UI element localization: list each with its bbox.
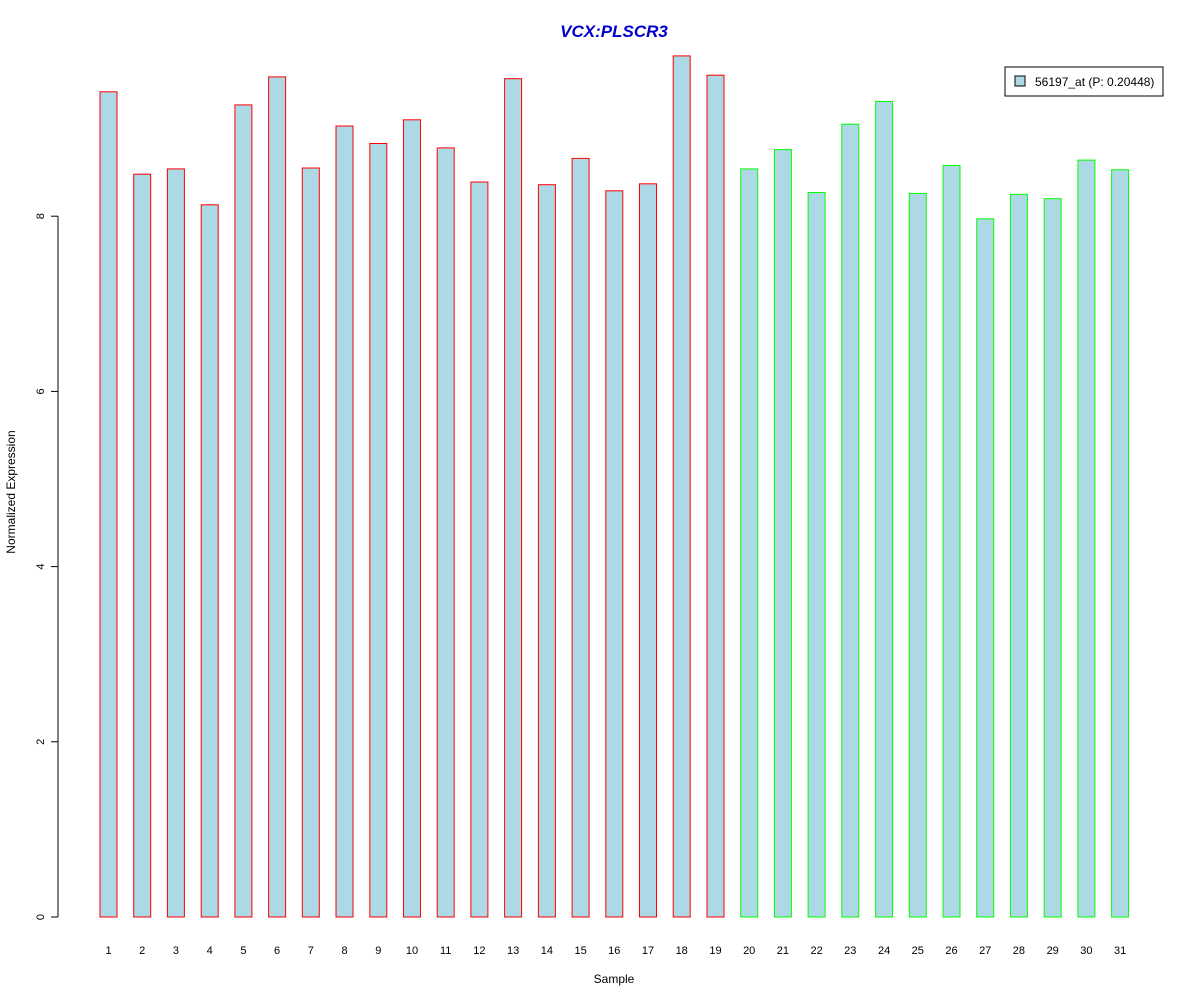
bar-sample-8 — [335, 125, 354, 918]
x-tick-label: 26 — [945, 945, 957, 957]
bar-sample-15 — [571, 157, 590, 918]
chart-title: VCX:PLSCR3 — [560, 22, 668, 41]
bar-sample-6 — [268, 76, 287, 918]
x-tick-label: 28 — [1013, 945, 1025, 957]
bar-sample-26 — [942, 164, 961, 918]
bar-sample-25 — [908, 192, 927, 918]
x-tick-label: 2 — [139, 945, 145, 957]
x-tick-label: 3 — [173, 945, 179, 957]
x-tick-label: 6 — [274, 945, 280, 957]
bars — [99, 55, 1130, 918]
bar-sample-21 — [773, 149, 792, 918]
x-tick-label: 27 — [979, 945, 991, 957]
bar-sample-30 — [1077, 159, 1096, 918]
bar-sample-23 — [841, 123, 860, 918]
bar-sample-31 — [1111, 169, 1130, 918]
bar-sample-5 — [234, 104, 253, 918]
legend-swatch — [1014, 75, 1026, 87]
x-tick-label: 1 — [105, 945, 111, 957]
bar-sample-17 — [639, 183, 657, 918]
x-tick-label: 18 — [676, 945, 688, 957]
x-tick-label: 8 — [341, 945, 347, 957]
y-tick-label: 6 — [35, 388, 47, 394]
bar-sample-9 — [369, 143, 388, 918]
x-tick-label: 7 — [308, 945, 314, 957]
x-tick-label: 10 — [406, 945, 418, 957]
bar-sample-4 — [200, 204, 219, 918]
x-tick-label: 17 — [642, 945, 654, 957]
x-tick-label: 15 — [574, 945, 586, 957]
y-tick-label: 2 — [35, 739, 47, 745]
x-tick-label: 16 — [608, 945, 620, 957]
x-tick-label: 19 — [709, 945, 721, 957]
bar-sample-19 — [706, 74, 725, 918]
y-tick-label: 0 — [35, 914, 47, 920]
x-tick-label: 13 — [507, 945, 519, 957]
bar-sample-12 — [470, 181, 489, 918]
x-tick-label: 5 — [240, 945, 246, 957]
bar-sample-16 — [605, 190, 624, 918]
x-tick-label: 30 — [1080, 945, 1092, 957]
bar-sample-1 — [99, 91, 118, 918]
y-axis: 0 2 4 6 8 — [35, 213, 59, 920]
x-tick-label: 29 — [1047, 945, 1059, 957]
bar-sample-7 — [301, 167, 320, 918]
bar-sample-13 — [504, 78, 523, 918]
x-tick-label: 21 — [777, 945, 789, 957]
bar-sample-18 — [672, 55, 691, 918]
bar-sample-29 — [1043, 198, 1062, 918]
bar-sample-10 — [403, 119, 421, 918]
bar-sample-28 — [1009, 193, 1028, 918]
x-tick-label: 14 — [541, 945, 553, 957]
bar-sample-24 — [875, 100, 894, 918]
legend: 56197_at (P: 0.20448) — [1004, 66, 1164, 97]
bar-sample-11 — [436, 147, 455, 918]
y-tick-label: 8 — [35, 213, 47, 219]
x-tick-label: 24 — [878, 945, 890, 957]
legend-box — [1004, 66, 1164, 97]
x-tick-label: 12 — [473, 945, 485, 957]
x-tick-label: 23 — [844, 945, 856, 957]
x-axis-tick-labels: 1 2 3 4 5 6 7 8 9 10 11 12 13 14 15 16 17 18 19 20 21 22 23 24 2… — [105, 945, 1126, 957]
x-tick-label: 4 — [207, 945, 213, 957]
bar-sample-22 — [807, 192, 826, 918]
bar-sample-27 — [976, 218, 995, 918]
bar-sample-14 — [537, 184, 556, 918]
x-tick-label: 31 — [1114, 945, 1126, 957]
legend-label: 56197_at (P: 0.20448) — [1035, 75, 1154, 89]
x-tick-label: 20 — [743, 945, 755, 957]
y-tick-label: 4 — [35, 564, 47, 570]
x-tick-label: 11 — [440, 945, 451, 957]
x-tick-label: 9 — [375, 945, 381, 957]
x-tick-label: 25 — [912, 945, 924, 957]
x-tick-label: 22 — [810, 945, 822, 957]
bar-sample-2 — [133, 173, 152, 918]
x-axis-label: Sample — [594, 972, 635, 986]
bar-sample-20 — [740, 168, 759, 918]
y-axis-label: Normalized Expression — [4, 430, 18, 553]
bar-sample-3 — [166, 168, 185, 918]
